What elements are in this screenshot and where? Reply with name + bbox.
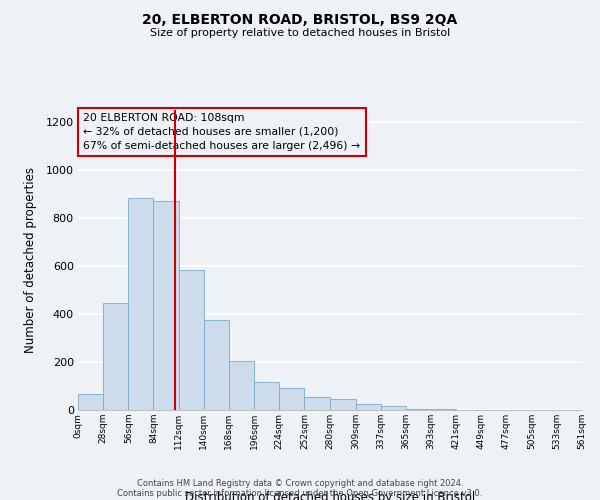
Bar (103, 303, 128, 410)
Bar (78, 394, 103, 410)
Bar (381, 406, 406, 410)
Bar (329, 399, 356, 410)
Bar (229, 361, 254, 410)
Text: 20, ELBERTON ROAD, BRISTOL, BS9 2QA: 20, ELBERTON ROAD, BRISTOL, BS9 2QA (142, 12, 458, 26)
Bar (204, 320, 229, 410)
Text: 20 ELBERTON ROAD: 108sqm
← 32% of detached houses are smaller (1,200)
67% of sem: 20 ELBERTON ROAD: 108sqm ← 32% of detach… (83, 113, 360, 151)
Text: Contains public sector information licensed under the Open Government Licence v3: Contains public sector information licen… (118, 488, 482, 498)
Bar (128, 198, 154, 410)
Bar (356, 404, 381, 410)
Bar (406, 409, 431, 410)
Bar (304, 397, 329, 410)
Y-axis label: Number of detached properties: Number of detached properties (25, 167, 37, 353)
Text: Contains HM Land Registry data © Crown copyright and database right 2024.: Contains HM Land Registry data © Crown c… (137, 478, 463, 488)
Bar (279, 388, 304, 410)
Bar (179, 270, 204, 410)
X-axis label: Distribution of detached houses by size in Bristol: Distribution of detached houses by size … (185, 491, 475, 500)
Bar (254, 382, 279, 410)
Text: Size of property relative to detached houses in Bristol: Size of property relative to detached ho… (150, 28, 450, 38)
Bar (154, 201, 179, 410)
